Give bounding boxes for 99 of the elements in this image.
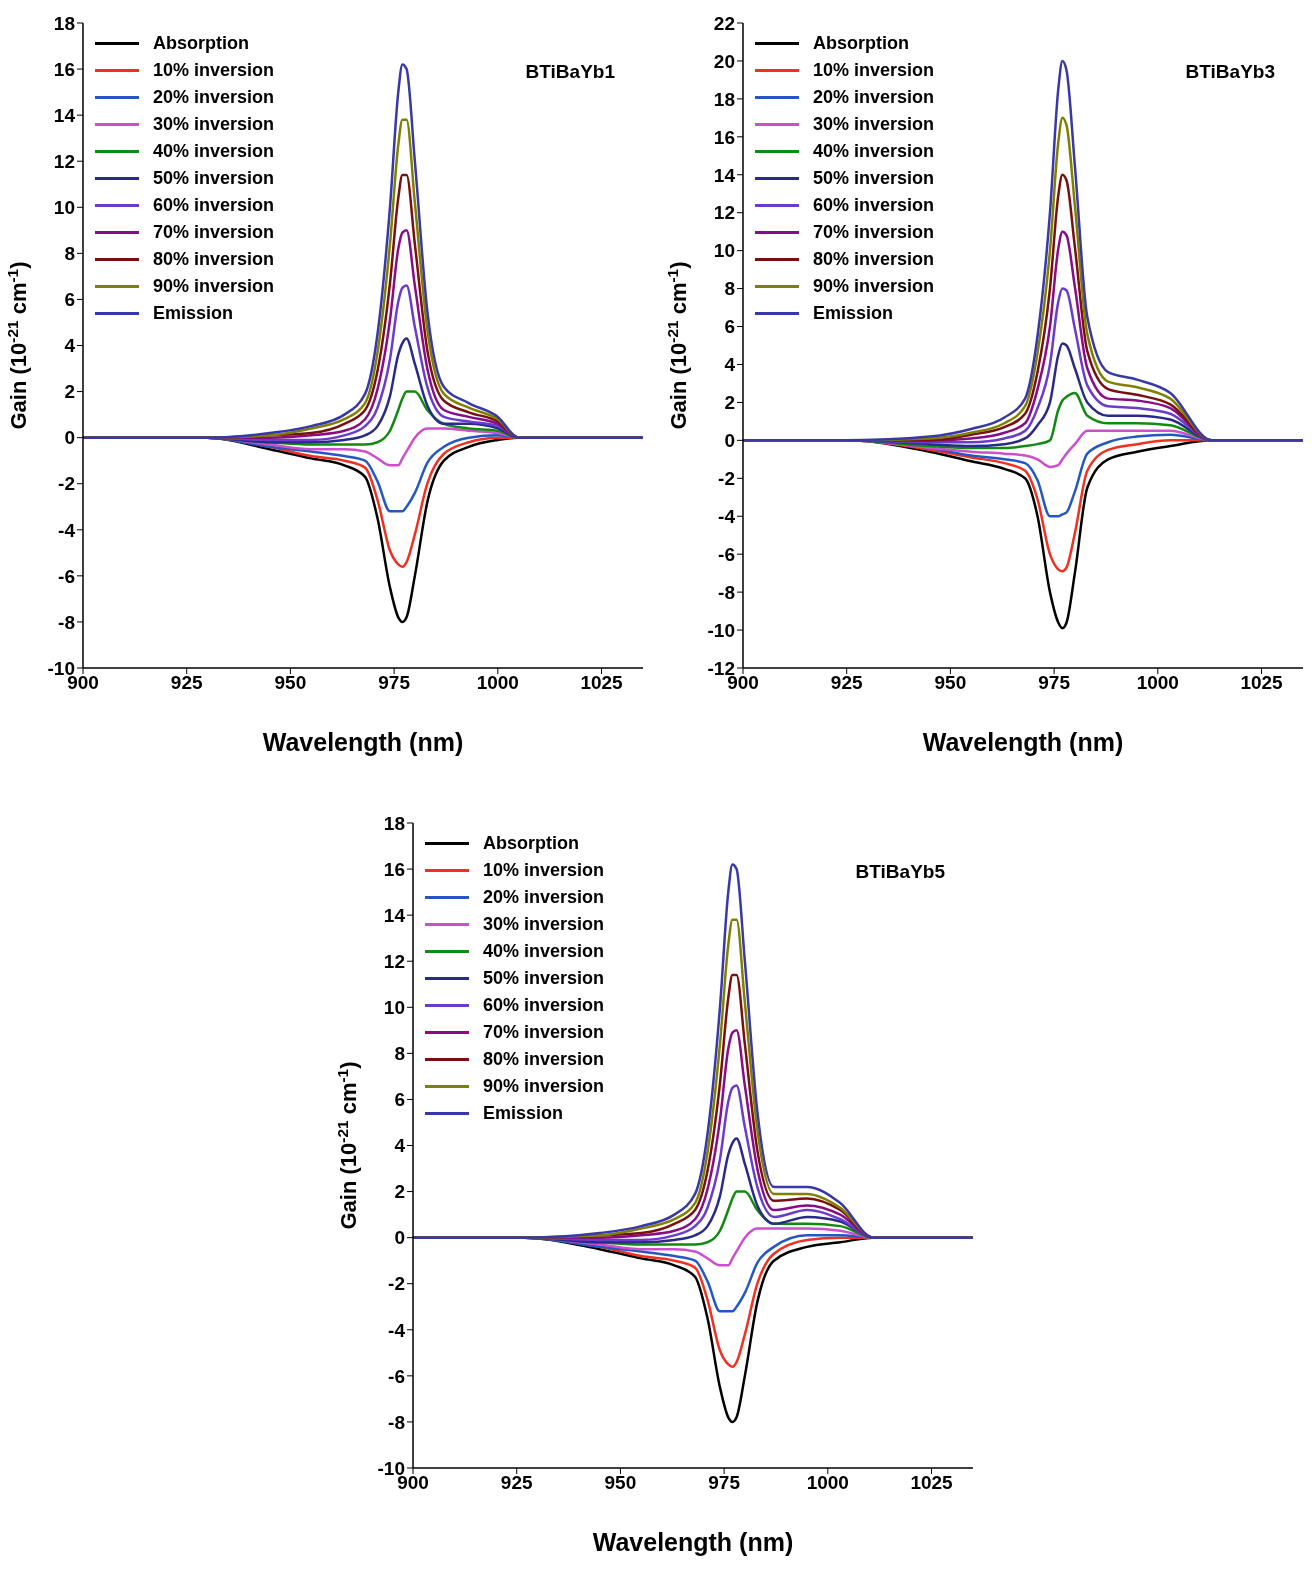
x-tick-label: 1000 [476, 672, 519, 694]
legend-label: Emission [483, 1102, 564, 1125]
y-tick-label: 20 [713, 50, 735, 72]
y-tick-label: -4 [58, 519, 76, 541]
x-tick-label: 1025 [580, 672, 624, 694]
legend-label: Emission [153, 302, 234, 325]
y-tick-label: 22 [713, 12, 735, 34]
y-tick-label: -2 [718, 468, 735, 490]
y-tick-label: 16 [383, 858, 405, 880]
y-tick-label: 8 [64, 243, 75, 265]
legend-label: 90% inversion [813, 275, 935, 298]
y-tick-label: 10 [53, 197, 75, 219]
y-tick-label: 8 [724, 278, 735, 300]
y-tick-label: 12 [383, 950, 405, 972]
legend-label: 30% inversion [153, 113, 275, 136]
y-tick-label: -6 [388, 1365, 405, 1387]
legend-label: 80% inversion [483, 1048, 605, 1071]
y-tick-label: 2 [724, 392, 735, 414]
y-tick-label: 18 [53, 12, 75, 34]
legend-label: 50% inversion [813, 167, 935, 190]
y-tick-label: -6 [718, 543, 735, 565]
x-tick-label: 950 [274, 672, 307, 694]
y-tick-label: -4 [718, 505, 736, 527]
y-tick-label: 16 [53, 58, 75, 80]
legend-label: 10% inversion [483, 859, 605, 882]
x-axis-title: Wavelength (nm) [591, 1528, 795, 1557]
annotation: BTiBaYb5 [855, 861, 945, 883]
y-tick-label: 16 [713, 126, 735, 148]
legend-label: 80% inversion [153, 248, 275, 271]
legend-label: 20% inversion [813, 86, 935, 109]
y-tick-label: 6 [64, 289, 75, 311]
legend-label: 40% inversion [813, 140, 935, 163]
legend-label: 60% inversion [813, 194, 935, 217]
y-tick-label: 12 [713, 202, 735, 224]
y-tick-label: 6 [724, 316, 735, 338]
legend-label: Absorption [153, 32, 249, 55]
x-tick-label: 975 [1038, 672, 1071, 694]
legend-label: 60% inversion [153, 194, 275, 217]
x-tick-label: 925 [170, 672, 203, 694]
x-tick-label: 950 [934, 672, 967, 694]
y-tick-label: 0 [724, 430, 735, 452]
annotation: BTiBaYb3 [1185, 61, 1275, 83]
y-tick-label: 18 [383, 812, 405, 834]
y-tick-label: 4 [64, 335, 76, 357]
x-tick-label: 1025 [910, 1472, 954, 1494]
annotation: BTiBaYb1 [525, 61, 615, 83]
legend-label: 50% inversion [153, 167, 275, 190]
legend-label: 40% inversion [483, 940, 605, 963]
y-tick-label: 4 [724, 354, 736, 376]
y-tick-label: 10 [713, 240, 735, 262]
legend-label: 70% inversion [813, 221, 935, 244]
legend-label: Emission [813, 302, 894, 325]
y-tick-label: -8 [718, 581, 735, 603]
y-tick-label: 14 [713, 164, 736, 186]
y-tick-label: 0 [64, 427, 75, 449]
legend-label: 90% inversion [153, 275, 275, 298]
y-tick-label: 18 [713, 88, 735, 110]
y-tick-label: 0 [394, 1227, 405, 1249]
x-tick-label: 1000 [806, 1472, 849, 1494]
y-tick-label: -8 [58, 611, 75, 633]
y-tick-label: 14 [383, 904, 406, 926]
legend-label: 30% inversion [813, 113, 935, 136]
y-tick-label: 2 [64, 381, 75, 403]
x-tick-label: 1025 [1240, 672, 1284, 694]
y-tick-label: -6 [58, 565, 75, 587]
y-tick-label: -2 [58, 473, 75, 495]
x-tick-label: 975 [378, 672, 411, 694]
legend-label: Absorption [813, 32, 909, 55]
y-tick-label: 12 [53, 150, 75, 172]
legend-label: 10% inversion [813, 59, 935, 82]
x-tick-label: 1000 [1136, 672, 1179, 694]
x-tick-label: 925 [500, 1472, 533, 1494]
legend-label: 70% inversion [483, 1021, 605, 1044]
legend-label: 40% inversion [153, 140, 275, 163]
y-tick-label: -2 [388, 1273, 405, 1295]
legend-label: 90% inversion [483, 1075, 605, 1098]
y-tick-label: 8 [394, 1043, 405, 1065]
legend-label: 70% inversion [153, 221, 275, 244]
y-tick-label: -8 [388, 1411, 405, 1433]
x-tick-label: 975 [708, 1472, 741, 1494]
x-tick-label: 950 [604, 1472, 637, 1494]
legend-label: 80% inversion [813, 248, 935, 271]
y-tick-label: 14 [53, 104, 76, 126]
x-tick-label: 925 [830, 672, 863, 694]
legend-label: 10% inversion [153, 59, 275, 82]
y-tick-label: 10 [383, 997, 405, 1019]
x-axis-title: Wavelength (nm) [921, 728, 1125, 757]
y-tick-label: -4 [388, 1319, 406, 1341]
legend-label: Absorption [483, 832, 579, 855]
legend-label: 60% inversion [483, 994, 605, 1017]
x-axis-title: Wavelength (nm) [261, 728, 465, 757]
legend-label: 50% inversion [483, 967, 605, 990]
legend-label: 30% inversion [483, 913, 605, 936]
legend-label: 20% inversion [153, 86, 275, 109]
legend-label: 20% inversion [483, 886, 605, 909]
y-tick-label: 2 [394, 1181, 405, 1203]
y-tick-label: 6 [394, 1089, 405, 1111]
y-tick-label: -10 [707, 619, 735, 641]
y-tick-label: 4 [394, 1135, 406, 1157]
